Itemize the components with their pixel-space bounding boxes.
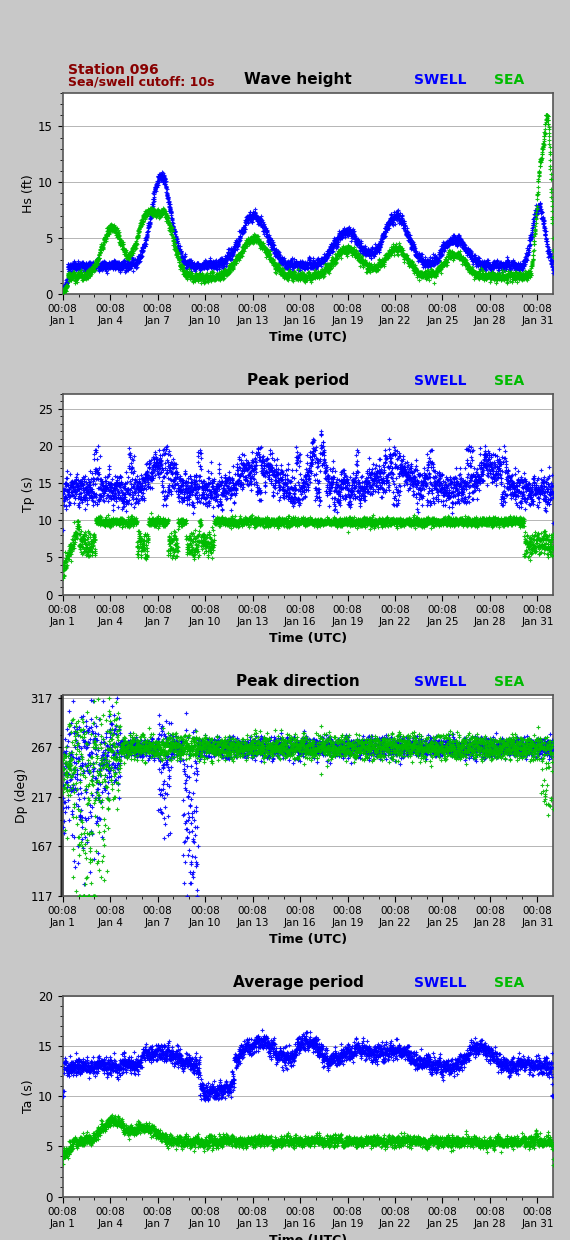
Text: SEA: SEA bbox=[494, 73, 524, 87]
Y-axis label: Hs (ft): Hs (ft) bbox=[22, 174, 35, 213]
Text: Sea/swell cutoff: 10s: Sea/swell cutoff: 10s bbox=[68, 76, 214, 89]
Text: Wave height: Wave height bbox=[244, 72, 352, 87]
Y-axis label: Tp (s): Tp (s) bbox=[22, 476, 35, 512]
Y-axis label: Ta (s): Ta (s) bbox=[22, 1080, 35, 1114]
X-axis label: Time (UTC): Time (UTC) bbox=[268, 632, 347, 645]
Y-axis label: Dp (deg): Dp (deg) bbox=[15, 768, 28, 823]
Text: SWELL: SWELL bbox=[414, 374, 466, 388]
Text: SEA: SEA bbox=[494, 976, 524, 990]
X-axis label: Time (UTC): Time (UTC) bbox=[268, 1234, 347, 1240]
X-axis label: Time (UTC): Time (UTC) bbox=[268, 331, 347, 345]
Text: Peak direction: Peak direction bbox=[236, 675, 360, 689]
Text: Average period: Average period bbox=[233, 975, 364, 990]
Text: Peak period: Peak period bbox=[247, 373, 349, 388]
Text: SEA: SEA bbox=[494, 675, 524, 689]
Text: Station 096: Station 096 bbox=[68, 63, 158, 77]
Text: SEA: SEA bbox=[494, 374, 524, 388]
Text: SWELL: SWELL bbox=[414, 675, 466, 689]
X-axis label: Time (UTC): Time (UTC) bbox=[268, 934, 347, 946]
Text: SWELL: SWELL bbox=[414, 976, 466, 990]
Text: SWELL: SWELL bbox=[414, 73, 466, 87]
